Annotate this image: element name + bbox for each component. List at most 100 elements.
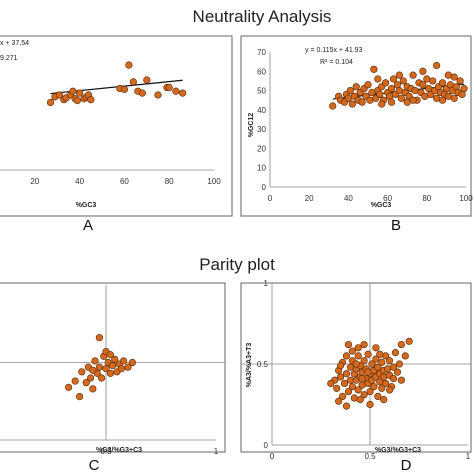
y-tick-label: 0 xyxy=(262,183,267,192)
data-point xyxy=(179,89,187,97)
panel-letter: A xyxy=(83,217,93,234)
data-point xyxy=(366,400,374,409)
data-point xyxy=(91,357,99,365)
data-point xyxy=(124,363,132,371)
y-tick-label: 0 xyxy=(264,441,269,450)
x-tick-label: 20 xyxy=(305,194,314,203)
data-point xyxy=(342,370,351,378)
y-tick-label: 1 xyxy=(264,279,269,288)
data-point xyxy=(380,396,388,404)
data-point xyxy=(389,363,398,371)
data-point xyxy=(391,349,400,357)
data-point xyxy=(395,71,403,79)
data-point xyxy=(419,67,427,75)
data-point xyxy=(348,383,356,391)
data-point xyxy=(106,369,114,377)
data-point xyxy=(348,347,356,355)
data-point xyxy=(397,376,405,384)
data-point xyxy=(73,97,81,105)
data-point xyxy=(125,61,133,69)
data-point xyxy=(372,344,380,352)
data-point xyxy=(438,96,447,104)
x-tick-label: 80 xyxy=(422,194,431,203)
data-point xyxy=(374,392,382,401)
x-axis-label: %G3/%G3+C3 xyxy=(96,447,142,454)
data-point xyxy=(354,386,362,394)
data-point xyxy=(378,384,386,392)
data-point xyxy=(387,98,396,106)
y-tick-label: 20 xyxy=(257,144,266,153)
x-tick-label: 0.5 xyxy=(100,447,112,456)
data-point xyxy=(46,98,55,107)
data-point xyxy=(165,83,173,92)
y-tick-label: 30 xyxy=(257,125,266,134)
data-point xyxy=(433,61,441,70)
x-axis-label: %GC3 xyxy=(371,202,392,209)
y-tick-label: 60 xyxy=(257,67,266,76)
y-tick-label: 40 xyxy=(257,106,266,115)
data-point xyxy=(337,362,345,370)
data-point xyxy=(376,90,384,99)
data-point xyxy=(460,85,468,93)
x-axis-label: %G3/%G3+C3 xyxy=(375,447,421,454)
x-tick-label: 80 xyxy=(165,177,174,186)
data-point xyxy=(87,96,95,104)
data-point xyxy=(368,360,376,368)
data-point xyxy=(335,397,343,405)
data-point xyxy=(393,368,402,376)
data-point xyxy=(75,89,84,97)
data-point xyxy=(358,374,366,383)
data-point xyxy=(389,75,398,83)
data-point xyxy=(356,396,364,404)
data-point xyxy=(438,79,447,87)
data-point xyxy=(386,357,394,365)
data-point xyxy=(89,366,97,374)
data-point xyxy=(401,352,409,360)
panel-letter: D xyxy=(401,457,412,474)
data-point xyxy=(342,352,351,360)
x-tick-label: 1 xyxy=(214,447,219,456)
data-point xyxy=(71,377,79,385)
parity-title: Parity plot xyxy=(199,255,275,274)
data-point xyxy=(409,96,417,104)
data-point xyxy=(75,393,84,401)
data-point xyxy=(346,86,354,95)
regression-equation: x + 37.54 xyxy=(0,40,29,47)
data-point xyxy=(342,402,351,410)
data-point xyxy=(97,374,106,382)
data-point xyxy=(346,363,355,371)
data-point xyxy=(378,100,386,108)
data-point xyxy=(82,379,90,387)
data-point xyxy=(409,71,417,79)
data-point xyxy=(429,77,437,85)
data-point xyxy=(364,350,372,358)
data-point xyxy=(354,344,362,352)
x-tick-label: 100 xyxy=(207,177,221,186)
data-point xyxy=(138,89,146,97)
data-point xyxy=(419,81,427,89)
data-point xyxy=(55,91,64,99)
y-tick-label: 0.5 xyxy=(257,360,269,369)
data-point xyxy=(120,85,128,93)
x-tick-label: 60 xyxy=(383,194,392,203)
data-point xyxy=(456,77,464,85)
data-point xyxy=(344,387,353,396)
data-point xyxy=(374,363,382,371)
data-point xyxy=(78,368,86,376)
data-point xyxy=(386,386,394,394)
data-point xyxy=(172,87,180,95)
data-point xyxy=(117,365,125,373)
data-point xyxy=(333,384,341,392)
data-point xyxy=(399,77,407,85)
data-point xyxy=(382,79,390,87)
x-axis-label: %GC3 xyxy=(76,202,97,209)
y-axis-label: %A3/%A3+T3 xyxy=(246,343,253,388)
data-point xyxy=(450,73,458,81)
data-point xyxy=(450,94,458,102)
data-point xyxy=(154,91,162,99)
x-tick-label: 0 xyxy=(270,452,275,461)
data-point xyxy=(354,352,362,360)
data-point xyxy=(382,379,390,388)
data-point xyxy=(397,340,405,349)
data-point xyxy=(143,76,151,84)
